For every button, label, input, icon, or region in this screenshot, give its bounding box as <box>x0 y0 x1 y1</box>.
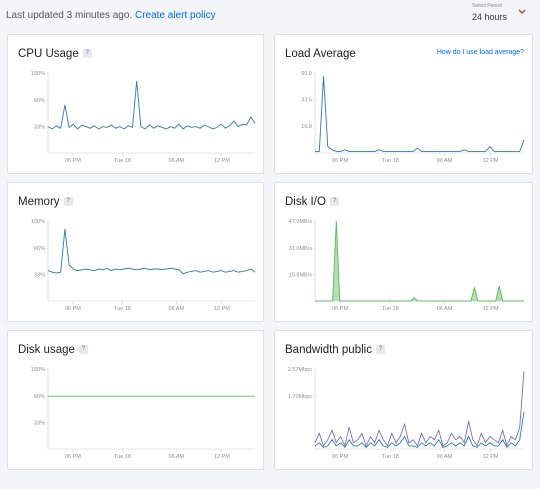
memory-title: Memory <box>18 196 60 208</box>
disk-usage-card: Disk usage? 100% 66% 33% 06 PM Tue 18 06 AM 12… <box>7 330 264 470</box>
bandwidth-public-title: Bandwidth public <box>285 344 372 356</box>
x-tick-label: 12 PM <box>483 306 499 312</box>
disk-usage-chart: 100% 66% 33% 06 PM Tue 18 06 AM 12 PM <box>31 367 255 460</box>
x-tick-label: Tue 18 <box>382 158 399 164</box>
x-tick-label: Tue 18 <box>382 454 399 460</box>
disk-usage-title: Disk usage <box>18 344 75 356</box>
series-line <box>314 371 525 448</box>
x-tick-label: Tue 18 <box>114 158 131 164</box>
x-tick-label: 06 AM <box>437 158 453 164</box>
x-tick-label: 06 PM <box>332 306 348 312</box>
bandwidth-public-card: Bandwidth public? 2.57Mbps1.70Mbps850kbp… <box>274 330 533 470</box>
y-tick-label: 100% <box>31 71 45 77</box>
series-line <box>315 76 525 152</box>
disk-io-chart: 47.0MB/s 31.0MB/s 15.5MB/s 06 PM Tue 18 06 AM… <box>289 219 524 312</box>
x-tick-label: 12 PM <box>214 454 230 460</box>
cpu-usage-chart: 100% 66% 33% 06 PM Tue 18 06 AM 12 PM <box>31 71 256 164</box>
disk-io-title: Disk I/O <box>285 196 326 208</box>
y-tick-label: 47.0MB/s <box>289 219 312 225</box>
series-area <box>315 221 524 301</box>
y-tick-label: 31.0MB/s <box>289 246 312 252</box>
period-caption: Select Period <box>472 3 502 9</box>
x-tick-label: 06 AM <box>437 454 453 460</box>
x-tick-label: Tue 18 <box>382 306 399 312</box>
y-tick-label: 66% <box>34 246 45 252</box>
last-updated-text: Last updated 3 minutes ago. Create alert… <box>6 10 216 21</box>
y-tick-label: 66% <box>34 98 45 104</box>
y-tick-label: 15.5MB/s <box>289 273 312 279</box>
x-tick-label: 06 PM <box>65 158 81 164</box>
x-tick-label: 12 PM <box>483 158 499 164</box>
x-tick-label: 12 PM <box>483 454 499 460</box>
last-updated-label: Last updated 3 minutes ago. <box>6 10 133 21</box>
y-tick-label: 1.70Mbps <box>288 394 312 400</box>
cpu-usage-title: CPU Usage <box>18 48 79 60</box>
series-line <box>315 220 524 302</box>
y-tick-label: 100% <box>31 219 45 225</box>
x-tick-label: Tue 18 <box>114 306 131 312</box>
y-tick-label: 33% <box>34 421 45 427</box>
period-select[interactable]: Select Period 24 hours <box>466 3 532 27</box>
x-tick-label: 06 AM <box>169 158 185 164</box>
y-tick-label: 66% <box>34 394 45 400</box>
load-average-chart: 50.0 33.5 16.8 06 PM Tue 18 06 AM 12 PM <box>301 71 525 164</box>
y-tick-label: 16.8 <box>301 124 312 130</box>
x-tick-label: 06 AM <box>169 454 185 460</box>
y-tick-label: 50.0 <box>301 71 312 77</box>
memory-chart: 100% 66% 33% 06 PM Tue 18 06 AM 12 PM <box>31 219 256 312</box>
cpu-usage-card: CPU Usage? 100% 66% 33% 06 PM Tue 18 06 AM 12 … <box>7 34 264 174</box>
x-tick-label: 06 PM <box>65 306 81 312</box>
x-tick-label: 06 AM <box>437 306 453 312</box>
period-value: 24 hours <box>472 12 508 22</box>
y-tick-label: 33% <box>34 273 45 279</box>
y-tick-label: 33.5 <box>301 97 312 103</box>
y-tick-label: 2.57Mbps <box>288 367 312 373</box>
x-tick-label: 06 AM <box>169 306 185 312</box>
help-icon[interactable]: ? <box>329 197 339 207</box>
help-icon[interactable]: ? <box>82 49 92 59</box>
x-tick-label: Tue 18 <box>114 454 131 460</box>
x-tick-label: 06 PM <box>332 454 348 460</box>
y-tick-label: 33% <box>34 125 45 131</box>
x-tick-label: 06 PM <box>65 454 81 460</box>
load-average-title: Load Average <box>285 48 356 60</box>
series-line <box>314 411 525 449</box>
memory-card: Memory? 100% 66% 33% 06 PM Tue 18 06 AM 12 PM <box>7 182 264 322</box>
x-tick-label: 06 PM <box>332 158 348 164</box>
y-tick-label: 100% <box>31 367 45 373</box>
help-icon[interactable]: ? <box>63 197 73 207</box>
load-average-card: Load Average How do I use load average? … <box>274 34 533 174</box>
series-line <box>47 228 256 275</box>
help-icon[interactable]: ? <box>375 345 385 355</box>
series-line <box>47 80 256 130</box>
chevron-down-icon <box>518 9 526 14</box>
disk-io-card: Disk I/O? 47.0MB/s 31.0MB/s 15.5MB/s 06 PM T… <box>274 182 533 322</box>
x-tick-label: 12 PM <box>214 158 230 164</box>
header-bar: Last updated 3 minutes ago. Create alert… <box>0 0 540 30</box>
load-average-help-link[interactable]: How do I use load average? <box>436 49 524 56</box>
x-tick-label: 12 PM <box>214 306 230 312</box>
help-icon[interactable]: ? <box>78 345 88 355</box>
create-alert-policy-link[interactable]: Create alert policy <box>134 10 216 21</box>
